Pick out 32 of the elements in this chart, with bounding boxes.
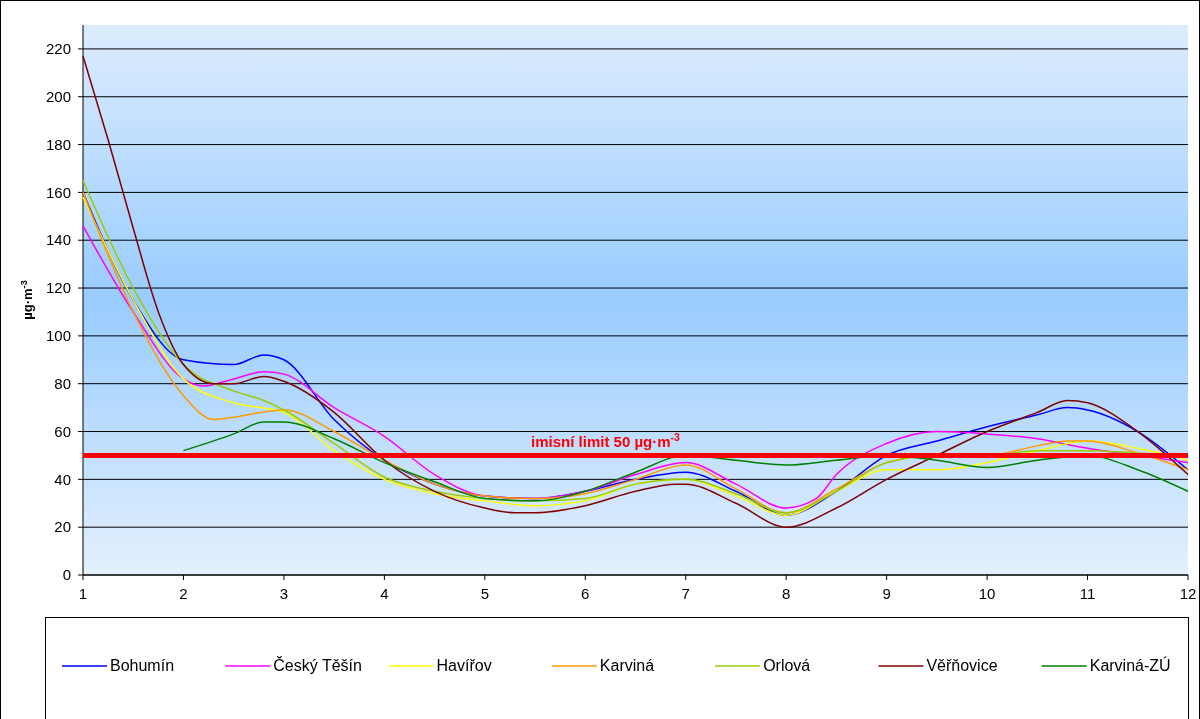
y-tick-label: 120: [45, 279, 71, 297]
y-tick-label: 200: [45, 87, 71, 105]
x-tick-label: 2: [179, 585, 188, 602]
x-tick-label: 5: [480, 585, 489, 602]
x-tick-label: 12: [1179, 585, 1197, 602]
legend-label: Karviná-ZÚ: [1089, 656, 1171, 674]
y-tick-label: 60: [54, 422, 71, 440]
y-tick-label: 180: [45, 135, 71, 153]
legend-label: Český Těšín: [273, 656, 362, 674]
x-tick-label: 4: [380, 585, 389, 602]
legend-label: Věřňovice: [926, 657, 998, 674]
x-tick-label: 8: [782, 585, 791, 602]
x-tick-label: 3: [279, 585, 289, 602]
x-tick-label: 6: [581, 585, 590, 602]
y-tick-label: 160: [45, 183, 71, 201]
y-tick-label: 220: [45, 40, 71, 58]
y-tick-label: 40: [54, 470, 71, 488]
legend-label: Bohumín: [110, 657, 175, 674]
x-tick-label: 1: [78, 585, 88, 602]
x-tick-label: 7: [681, 585, 690, 602]
y-tick-label: 140: [45, 231, 71, 249]
legend-label: Orlová: [763, 657, 811, 674]
ref-line-label: imisní limit 50 µg·m$^{-3}$: [531, 431, 681, 451]
legend-label: Havířov: [436, 657, 492, 674]
x-tick-label: 11: [1079, 585, 1096, 602]
y-tick-label: 0: [62, 566, 71, 584]
x-tick-label: 9: [882, 585, 891, 602]
x-tick-label: 10: [978, 585, 996, 602]
y-tick-label: 80: [54, 374, 71, 392]
y-tick-label: 100: [45, 327, 71, 345]
legend-label: Karviná: [599, 657, 655, 674]
y-tick-label: 20: [54, 518, 71, 536]
